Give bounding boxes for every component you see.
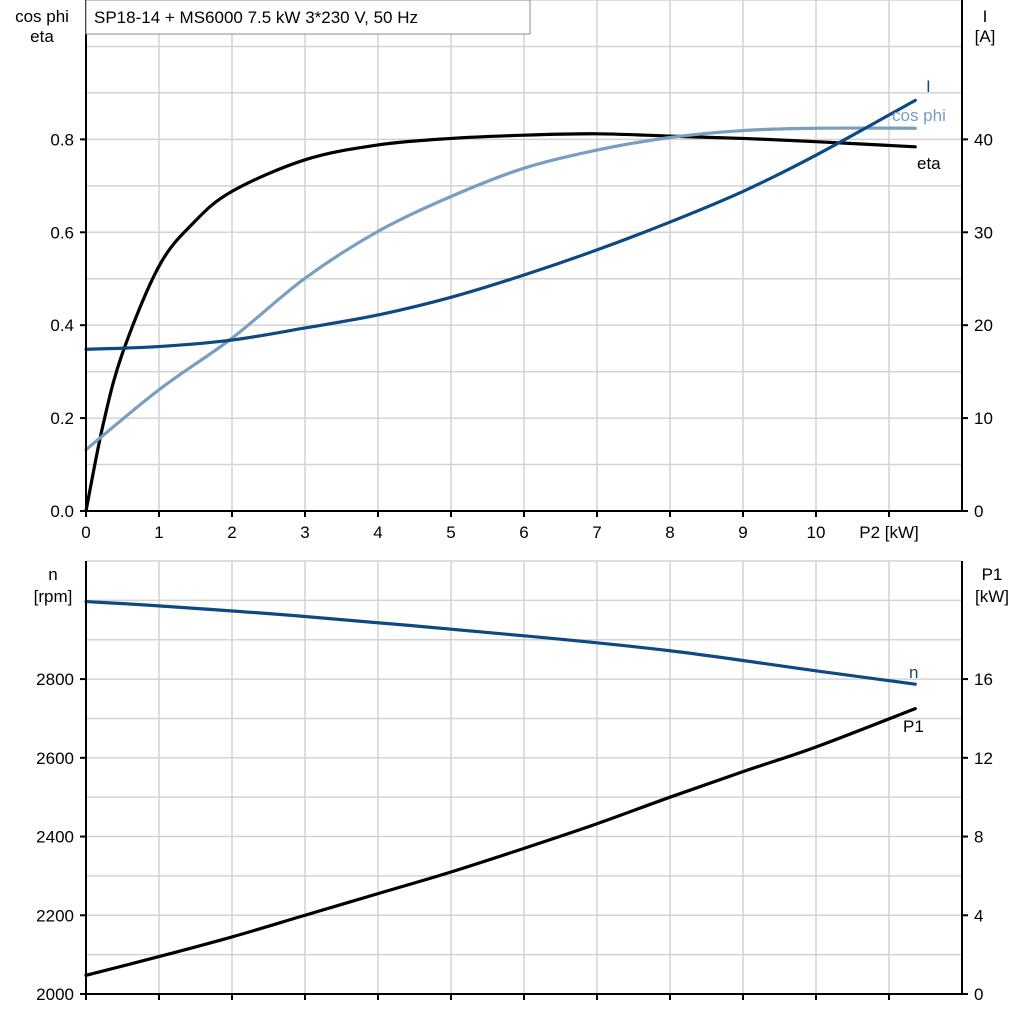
x-tick-label: 2 bbox=[227, 523, 236, 542]
top-chart-grid bbox=[85, 0, 963, 512]
bottom-left-axis-label-1: n bbox=[48, 565, 57, 584]
y-tick-label-right: 0 bbox=[974, 502, 983, 521]
chart-title: SP18-14 + MS6000 7.5 kW 3*230 V, 50 Hz bbox=[94, 8, 418, 27]
y-tick-label-right: 20 bbox=[974, 316, 993, 335]
bottom-left-axis-label-2: [rpm] bbox=[34, 587, 73, 606]
x-tick-label: 1 bbox=[154, 523, 163, 542]
series-line-cos-phi bbox=[84, 126, 917, 452]
x-tick-label: 3 bbox=[300, 523, 309, 542]
y-tick-label-left: 0.6 bbox=[50, 223, 74, 242]
bottom-right-axis-label-1: P1 bbox=[982, 565, 1003, 584]
x-tick-label: 7 bbox=[592, 523, 601, 542]
y-tick-label-left: 2800 bbox=[36, 670, 74, 689]
y-tick-label-right: 30 bbox=[974, 223, 993, 242]
series-label-cos-phi: cos phi bbox=[892, 106, 946, 125]
y-tick-label-left: 0.0 bbox=[50, 502, 74, 521]
top-left-axis-label-1: cos phi bbox=[15, 7, 69, 26]
title-box: SP18-14 + MS6000 7.5 kW 3*230 V, 50 Hz bbox=[85, 0, 531, 35]
top-left-axis-label-2: eta bbox=[30, 27, 54, 46]
bottom-right-axis-label-2: [kW] bbox=[975, 587, 1009, 606]
series-label-eta: eta bbox=[917, 154, 941, 173]
top-right-axis-label-1: I bbox=[983, 7, 988, 26]
curves bbox=[84, 98, 917, 977]
y-tick-label-left: 0.2 bbox=[50, 409, 74, 428]
series-label-i: I bbox=[926, 77, 931, 96]
y-tick-label-left: 2400 bbox=[36, 828, 74, 847]
y-tick-label-left: 2000 bbox=[36, 985, 74, 1004]
series-label-p1: P1 bbox=[903, 717, 924, 736]
x-tick-label: 9 bbox=[738, 523, 747, 542]
bottom-chart-grid bbox=[85, 560, 963, 995]
y-tick-label-left: 0.4 bbox=[50, 316, 74, 335]
x-tick-label: 6 bbox=[519, 523, 528, 542]
top-right-axis-label-2: [A] bbox=[975, 27, 996, 46]
series-label-n: n bbox=[909, 663, 918, 682]
x-axis-label: P2 [kW] bbox=[859, 523, 919, 542]
series-line-n bbox=[84, 599, 917, 686]
axes bbox=[80, 0, 968, 1000]
y-tick-label-left: 0.8 bbox=[50, 130, 74, 149]
y-tick-label-right: 10 bbox=[974, 409, 993, 428]
y-tick-label-right: 40 bbox=[974, 130, 993, 149]
y-tick-label-right: 4 bbox=[974, 906, 983, 925]
series-line-eta bbox=[84, 132, 917, 513]
series-line-i bbox=[84, 98, 917, 351]
x-tick-label: 10 bbox=[807, 523, 826, 542]
y-tick-label-right: 0 bbox=[974, 985, 983, 1004]
x-tick-label: 4 bbox=[373, 523, 382, 542]
y-tick-label-right: 16 bbox=[974, 670, 993, 689]
x-tick-label: 5 bbox=[446, 523, 455, 542]
y-tick-label-left: 2600 bbox=[36, 749, 74, 768]
y-tick-label-right: 8 bbox=[974, 828, 983, 847]
series-line-p1 bbox=[84, 707, 917, 977]
x-tick-label: 0 bbox=[81, 523, 90, 542]
y-tick-label-left: 2200 bbox=[36, 906, 74, 925]
y-tick-label-right: 12 bbox=[974, 749, 993, 768]
x-tick-label: 8 bbox=[665, 523, 674, 542]
